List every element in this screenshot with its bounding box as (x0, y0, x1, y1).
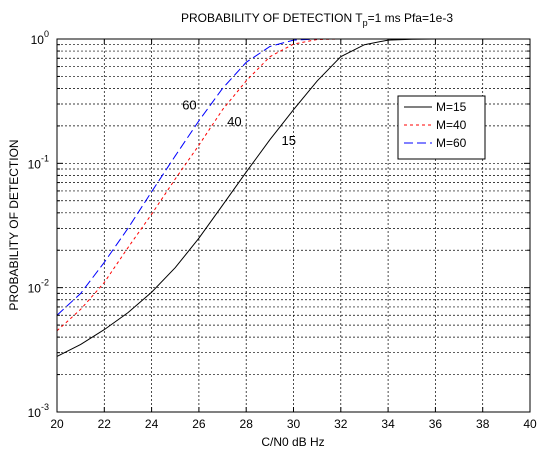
x-tick-label: 28 (240, 417, 254, 431)
x-tick-label: 32 (334, 417, 348, 431)
y-tick-label: 10-1 (28, 153, 49, 171)
legend-label: M=40 (436, 118, 467, 132)
grid (57, 39, 530, 412)
curve-annotation-label: 40 (227, 114, 241, 129)
x-axis-label: C/N0 dB Hz (261, 435, 324, 449)
x-tick-label: 26 (192, 417, 206, 431)
legend-label: M=60 (436, 136, 467, 150)
y-axis-label: PROBABILITY OF DETECTION (7, 139, 21, 310)
x-tick-label: 36 (429, 417, 443, 431)
x-tick-label: 20 (50, 417, 64, 431)
legend: M=15 M=40 M=60 (397, 95, 486, 160)
x-tick-label: 22 (98, 417, 112, 431)
y-tick-label: 10-3 (28, 402, 49, 420)
x-tick-label: 24 (145, 417, 159, 431)
x-tick-label: 34 (381, 417, 395, 431)
x-tick-label: 40 (523, 417, 537, 431)
x-tick-label: 30 (287, 417, 301, 431)
curve-annotations: 60 40 15 (182, 98, 296, 148)
curve-annotation-label: 15 (282, 133, 296, 148)
chart-title: PROBABILITY OF DETECTION Tp=1 ms Pfa=1e-… (181, 11, 453, 28)
x-tick-label: 38 (476, 417, 490, 431)
chart-title-subscript: p (363, 18, 368, 28)
axis-ticks: 20 22 24 26 28 30 32 34 36 38 40 10-3 10-2 10-1 100 (28, 29, 537, 431)
y-tick-label: 10-2 (28, 278, 49, 296)
series-line-m-60 (56, 38, 530, 316)
series-line-m-40 (56, 38, 530, 332)
legend-label: M=15 (436, 100, 467, 114)
curve-annotation-label: 60 (182, 98, 196, 113)
y-tick-label: 100 (31, 29, 49, 47)
